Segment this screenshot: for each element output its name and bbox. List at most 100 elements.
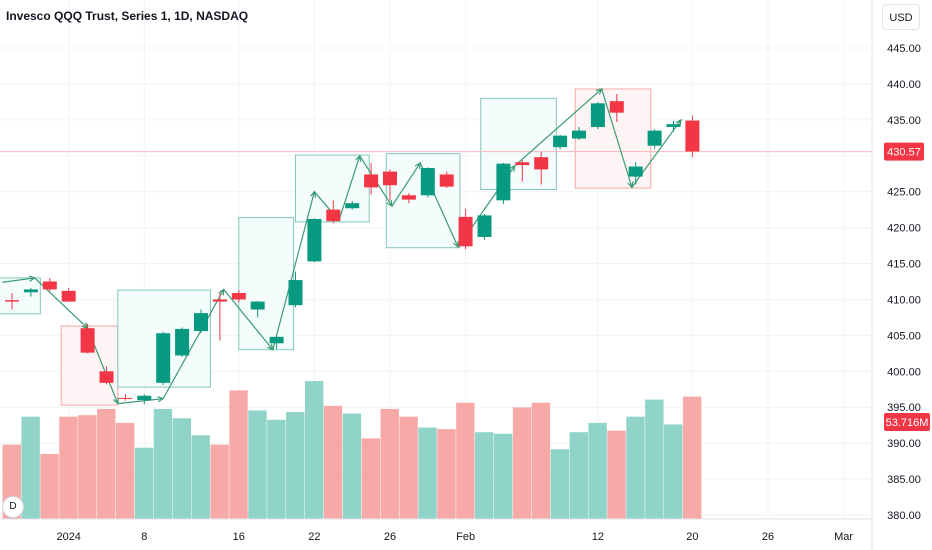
volume-bar — [342, 413, 362, 519]
volume-bar — [607, 430, 626, 519]
volume-bar — [588, 422, 607, 519]
last-volume-label: 53.716M — [886, 417, 929, 429]
last-price-tag — [884, 142, 924, 161]
candle-body — [80, 328, 95, 353]
volume-bar — [191, 435, 210, 519]
time-tick-label: Feb — [456, 531, 475, 543]
zigzag-segment — [2, 277, 35, 283]
time-tick-label: 26 — [762, 531, 774, 543]
volume-bar — [569, 432, 588, 519]
volume-bar — [437, 429, 456, 519]
candle-body — [118, 397, 133, 399]
pattern-box — [385, 153, 461, 249]
candle-body — [647, 130, 662, 146]
time-tick-label: 12 — [592, 531, 604, 543]
candle-body — [5, 300, 19, 302]
timezone-button[interactable]: D — [2, 496, 24, 518]
volume-bar — [115, 422, 135, 519]
candle-body — [666, 124, 681, 128]
price-tick-label: 445.00 — [887, 43, 921, 55]
price-tick-label: 410.00 — [887, 294, 921, 306]
candle-body — [137, 395, 152, 401]
volume-bar — [229, 390, 248, 519]
candle-body — [194, 313, 208, 332]
volume-bar — [418, 427, 437, 519]
volume-bar — [645, 399, 664, 519]
candle-body — [439, 174, 454, 187]
candle-body — [401, 195, 416, 200]
candle-body — [61, 290, 76, 302]
price-tick-label: 390.00 — [887, 438, 921, 450]
time-axis[interactable]: 2024 8 16 22 26 Feb 12 20 26 Mar — [0, 518, 872, 543]
candle-body — [420, 167, 435, 196]
candle-body — [250, 301, 265, 310]
zigzag-segment — [338, 155, 361, 221]
zigzag-segment — [391, 162, 421, 207]
volume-bar — [512, 407, 532, 519]
candle-body — [685, 120, 700, 152]
volume-bar — [682, 396, 702, 519]
volume-bar — [210, 444, 229, 519]
zigzag-segment — [117, 398, 164, 405]
zigzag-segment — [162, 289, 225, 399]
candle-body — [609, 101, 624, 113]
price-tick-label: 400.00 — [887, 366, 921, 378]
candle-body — [496, 163, 511, 201]
volume-bar — [97, 408, 116, 519]
volume-bar — [493, 433, 513, 519]
volume-bar — [172, 418, 192, 519]
candle-body — [628, 166, 643, 177]
volume-bar — [456, 402, 475, 519]
candle-body — [23, 289, 38, 293]
volume-bar — [286, 412, 305, 519]
candle-body — [553, 135, 568, 148]
pattern-box — [480, 97, 557, 191]
volume-bar — [531, 402, 551, 519]
volume-bar — [304, 381, 324, 519]
time-tick-label: Mar — [834, 531, 853, 543]
volume-bar — [78, 415, 97, 519]
volume-bar — [248, 410, 267, 519]
volume-bar — [399, 416, 418, 519]
price-tick-label: 440.00 — [887, 79, 921, 91]
volume-bar — [21, 416, 40, 519]
volume-bars — [2, 381, 702, 519]
time-tick-label: 20 — [686, 531, 698, 543]
price-axis[interactable]: 445.00440.00435.00430.00425.00420.00415.… — [871, 0, 921, 550]
volume-bar — [361, 438, 381, 519]
zigzag-segment — [34, 277, 89, 329]
candle-body — [590, 103, 605, 128]
candle-body — [288, 280, 303, 306]
candle-body — [212, 299, 227, 302]
candle-body — [345, 203, 360, 209]
candle-body — [364, 174, 379, 188]
candle-body — [534, 157, 549, 170]
price-tick-label: 435.00 — [887, 115, 921, 127]
volume-bar — [550, 449, 570, 519]
price-tick-label: 385.00 — [887, 474, 921, 486]
volume-bar — [380, 408, 399, 519]
volume-bar — [59, 416, 78, 519]
candle-body — [307, 218, 322, 262]
zigzag-segment — [601, 88, 633, 188]
time-tick-label: 22 — [308, 531, 320, 543]
pattern-box — [238, 217, 295, 351]
volume-bar — [664, 424, 683, 519]
chart-title: Invesco QQQ Trust, Series 1, 1D, NASDAQ — [6, 9, 249, 23]
volume-bar — [267, 419, 286, 519]
candle-body — [231, 292, 246, 300]
candle-body — [156, 333, 171, 383]
zigzag-segment — [272, 191, 315, 350]
candle-body — [269, 336, 284, 344]
last-price-label: 430.57 — [887, 147, 921, 159]
price-tick-label: 405.00 — [887, 330, 921, 342]
price-tick-label: 420.00 — [887, 223, 921, 235]
time-tick-label: 8 — [141, 531, 147, 543]
price-tick-label: 425.00 — [887, 187, 921, 199]
candle-body — [458, 216, 473, 247]
volume-bar — [134, 447, 154, 519]
currency-button[interactable]: USD — [882, 4, 920, 30]
candles — [5, 93, 700, 405]
time-tick-label: 16 — [233, 531, 245, 543]
